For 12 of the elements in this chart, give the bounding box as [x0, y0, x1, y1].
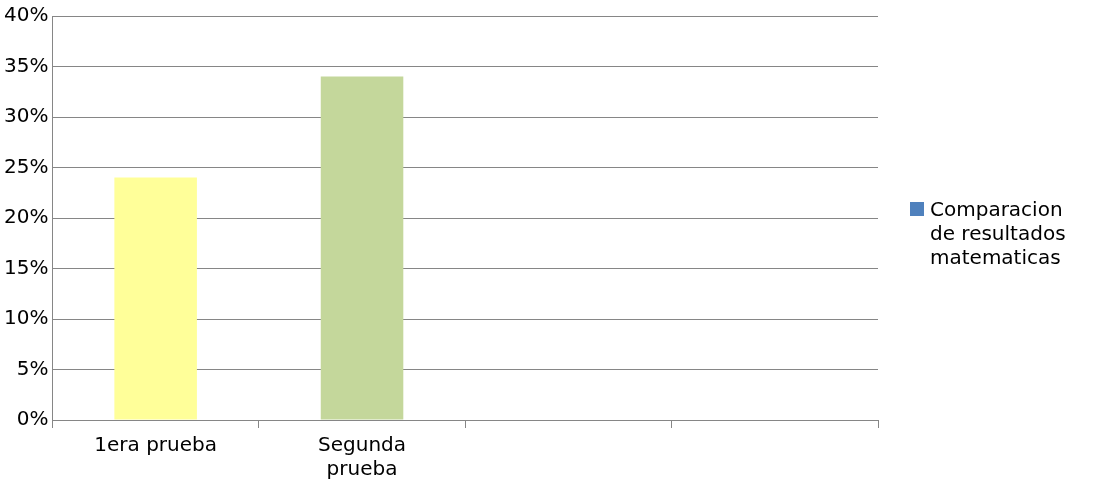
text: Comparacion de resultados matematicas — [930, 197, 1067, 269]
y-tick-label: 0% — [16, 406, 49, 431]
y-tick-label: 30% — [4, 103, 49, 128]
y-tick-label: 5% — [16, 355, 49, 380]
y-tick-label: 15% — [4, 254, 49, 279]
x-tick-label: Segunda prueba — [318, 432, 407, 481]
x-tick-label: 1era prueba — [94, 432, 218, 457]
y-tick-label: 20% — [4, 204, 49, 229]
y-tick-label: 35% — [4, 52, 49, 77]
y-tick-label: 10% — [4, 305, 49, 330]
y-tick-label: 25% — [4, 153, 49, 178]
y-tick-label: 40% — [4, 2, 49, 27]
